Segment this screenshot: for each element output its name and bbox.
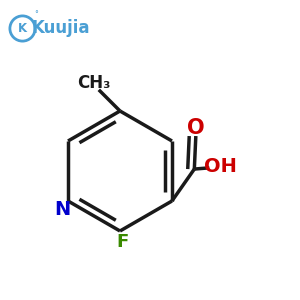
Text: OH: OH bbox=[204, 157, 237, 175]
Text: °: ° bbox=[35, 10, 38, 19]
Text: K: K bbox=[18, 22, 27, 35]
Text: N: N bbox=[55, 200, 71, 219]
Text: CH₃: CH₃ bbox=[78, 74, 111, 92]
Text: F: F bbox=[117, 233, 129, 251]
Text: O: O bbox=[187, 118, 205, 138]
Text: Kuujia: Kuujia bbox=[32, 19, 90, 37]
